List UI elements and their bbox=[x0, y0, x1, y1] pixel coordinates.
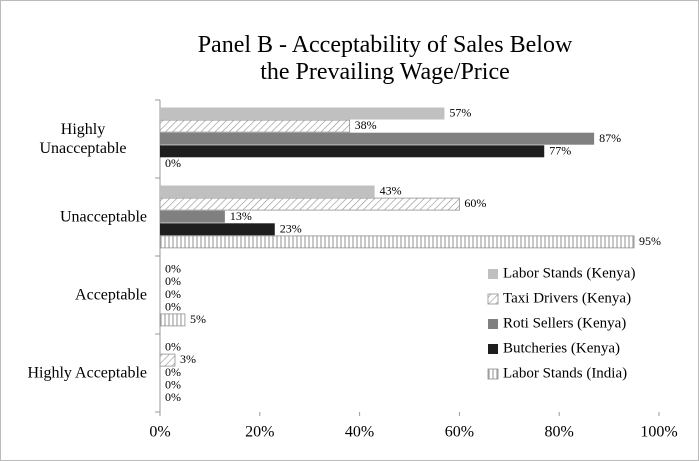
x-tick-label: 80% bbox=[545, 424, 574, 441]
legend-swatch bbox=[487, 293, 499, 305]
x-tick-label: 0% bbox=[149, 424, 170, 441]
data-label: 0% bbox=[165, 299, 181, 313]
data-label: 77% bbox=[549, 143, 571, 157]
legend-label: Taxi Drivers (Kenya) bbox=[503, 290, 631, 306]
x-tick-label: 60% bbox=[445, 424, 474, 441]
legend-label: Labor Stands (India) bbox=[503, 365, 627, 381]
data-label: 0% bbox=[165, 287, 181, 301]
legend-box bbox=[483, 262, 650, 386]
bar bbox=[160, 223, 275, 236]
y-tick-label: Acceptable bbox=[75, 286, 147, 304]
y-tick-label: Unacceptable bbox=[59, 208, 147, 226]
legend-swatch bbox=[487, 368, 499, 380]
data-label: 5% bbox=[190, 312, 206, 326]
data-label: 38% bbox=[355, 118, 377, 132]
legend-label: Labor Stands (Kenya) bbox=[503, 265, 635, 281]
bar bbox=[160, 210, 225, 223]
data-label: 0% bbox=[165, 390, 181, 404]
legend-label: Butcheries (Kenya) bbox=[503, 340, 620, 356]
data-label: 23% bbox=[280, 221, 302, 235]
data-label: 0% bbox=[165, 274, 181, 288]
bar bbox=[159, 313, 186, 327]
data-label: 0% bbox=[165, 377, 181, 391]
legend-label: Roti Sellers (Kenya) bbox=[503, 315, 626, 331]
data-label: 13% bbox=[230, 209, 252, 223]
bar bbox=[160, 185, 375, 198]
bar bbox=[160, 145, 545, 158]
y-tick-label: Highly Unacceptable bbox=[39, 121, 127, 157]
bar bbox=[160, 132, 595, 145]
data-label: 43% bbox=[380, 184, 402, 198]
data-label: 0% bbox=[165, 156, 181, 170]
legend-swatch bbox=[488, 319, 498, 329]
data-label: 60% bbox=[464, 196, 486, 210]
y-tick-label: Highly Acceptable bbox=[27, 364, 147, 382]
bar bbox=[159, 235, 635, 249]
data-label: 0% bbox=[165, 262, 181, 276]
bar bbox=[159, 197, 460, 211]
legend-swatch bbox=[488, 344, 498, 354]
data-label: 57% bbox=[449, 106, 471, 120]
chart-title: Panel B - Acceptability of Sales Below t… bbox=[197, 32, 573, 85]
bar bbox=[159, 119, 351, 133]
data-label: 87% bbox=[599, 131, 621, 145]
data-label: 0% bbox=[165, 365, 181, 379]
data-label: 3% bbox=[180, 352, 196, 366]
bar bbox=[160, 107, 445, 120]
x-tick-label: 100% bbox=[640, 424, 677, 441]
data-label: 95% bbox=[639, 234, 661, 248]
data-label: 0% bbox=[165, 340, 181, 354]
bar bbox=[159, 353, 176, 367]
x-tick-label: 20% bbox=[245, 424, 274, 441]
x-tick-label: 40% bbox=[345, 424, 374, 441]
legend-swatch bbox=[488, 269, 498, 279]
